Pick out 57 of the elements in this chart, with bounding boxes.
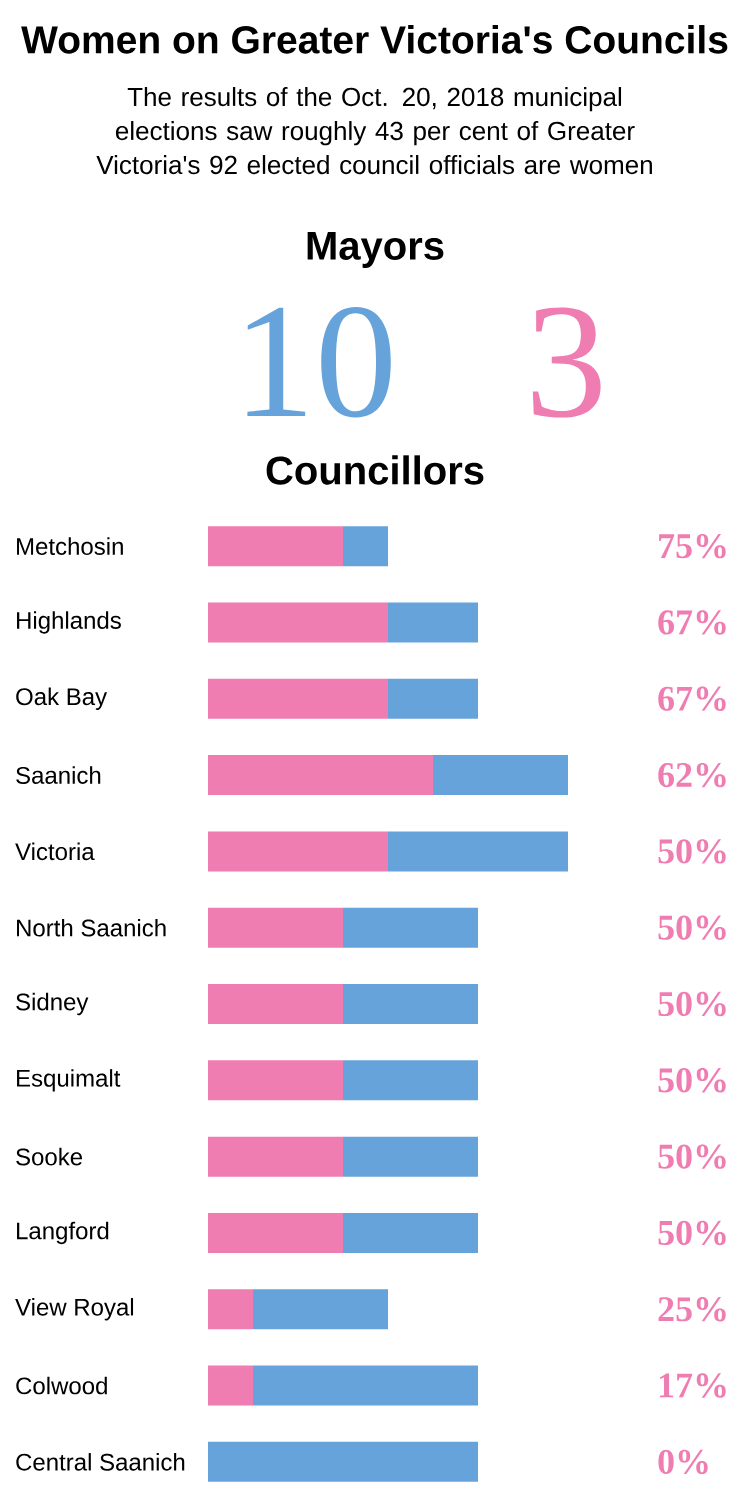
bar: [343, 1060, 478, 1101]
text: 50%: [658, 839, 726, 864]
text: 67%: [658, 610, 726, 635]
bar: [208, 755, 433, 796]
text: 75%: [659, 533, 726, 559]
bar: [208, 1365, 253, 1406]
bar: [208, 1060, 343, 1101]
y-tick-label: Esquimalt: [17, 1069, 121, 1092]
y-tick-label: Metchosin: [17, 537, 123, 555]
chart-title: Councillors: [266, 455, 484, 485]
bar: [343, 984, 478, 1025]
y-tick-label: Central Saanich: [16, 1453, 185, 1471]
text: 0%: [658, 1449, 708, 1475]
bar: [208, 831, 388, 872]
y-tick-label: Colwood: [16, 1376, 107, 1395]
text: The results of the Oct. 20, 2018 municipal elections saw roughly 43 per cent of Greater Victoria's 92 elected council officials are women: [96, 87, 652, 175]
bar: [208, 1289, 253, 1330]
text: 67%: [658, 686, 726, 711]
text: 50%: [658, 1068, 726, 1093]
text: 17%: [659, 1373, 726, 1398]
text: 50%: [658, 991, 726, 1017]
bar: [433, 755, 568, 796]
bar: [208, 984, 343, 1025]
bar: [253, 1289, 388, 1330]
y-tick-label: View Royal: [15, 1298, 134, 1321]
text: Mayors: [307, 232, 444, 268]
text: 25%: [658, 1297, 726, 1322]
bar: [388, 602, 478, 643]
text: 50%: [658, 1220, 726, 1246]
data-label: 3: [532, 307, 601, 418]
bar: [208, 1136, 343, 1177]
y-tick-label: Highlands: [17, 611, 121, 634]
text: Women on Greater Victoria's Councils: [21, 25, 728, 54]
bar: [208, 1441, 478, 1482]
bar: [388, 831, 568, 872]
bar: [388, 678, 478, 719]
text: 50%: [658, 915, 726, 940]
bar: [343, 1212, 478, 1253]
y-tick-label: North Saanich: [17, 918, 166, 937]
bar: [208, 678, 388, 719]
y-tick-label: Victoria: [15, 842, 95, 861]
y-tick-label: Sidney: [16, 992, 89, 1016]
y-tick-label: Oak Bay: [16, 687, 108, 710]
bar: [343, 907, 478, 948]
data-label: 10: [247, 306, 391, 418]
bar: [343, 1136, 478, 1177]
text: 50%: [658, 1144, 726, 1169]
bar: [208, 602, 388, 643]
y-tick-label: Sooke: [16, 1147, 83, 1166]
y-tick-label: Saanich: [16, 766, 101, 784]
bar: [208, 907, 343, 948]
bar: [253, 1365, 478, 1406]
y-tick-label: Langford: [17, 1221, 109, 1245]
text: 62%: [658, 762, 726, 788]
bar: [208, 1212, 343, 1253]
bar: [343, 526, 388, 567]
bar: [208, 526, 343, 567]
